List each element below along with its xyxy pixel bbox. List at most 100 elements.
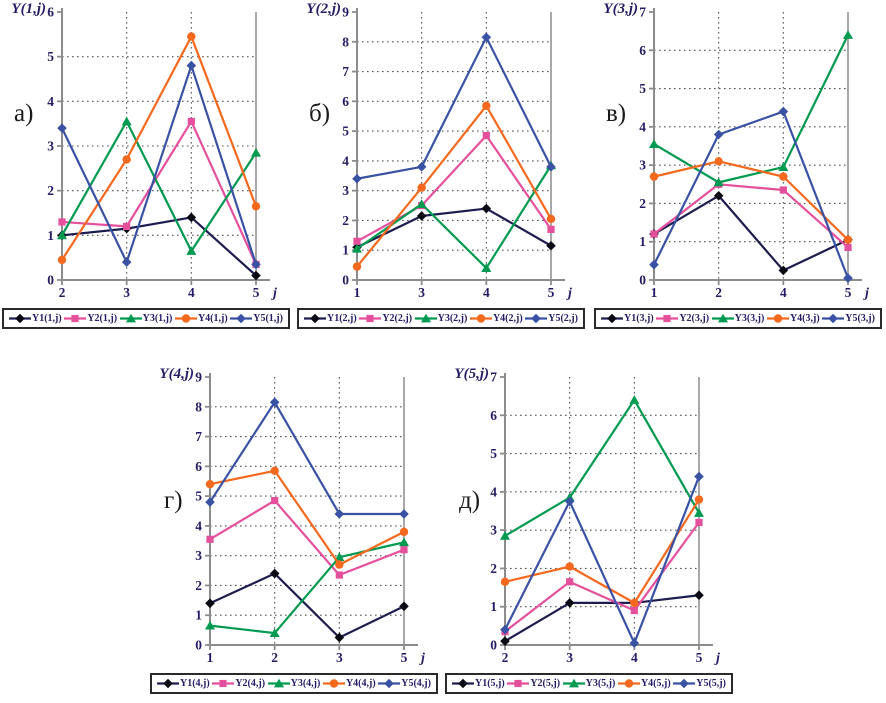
diamond-marker	[481, 203, 492, 214]
triangle-marker	[843, 30, 853, 39]
legend-box: Y1(2,j) Y2(2,j) Y3(2,j) Y4(2,j) Y5(2,j)	[297, 308, 585, 329]
square-marker	[400, 546, 408, 554]
triangle-marker	[778, 162, 789, 171]
legend-label: Y2(2,j)	[382, 313, 413, 324]
x-axis-label: j	[271, 286, 277, 301]
circle-marker	[335, 560, 344, 569]
triangle-legend-icon	[267, 678, 290, 688]
legend-label: Y1(3,j)	[624, 313, 654, 324]
svg-text:3: 3	[490, 523, 497, 538]
circle-marker	[187, 32, 196, 41]
diamond-marker	[236, 313, 247, 324]
diamond-marker	[694, 471, 704, 482]
legend-box: Y1(1,j) Y2(1,j) Y3(1,j) Y4(1,j) Y5(1,j)	[2, 308, 290, 329]
series-Y2(3,j)	[650, 180, 852, 252]
svg-text:3: 3	[123, 285, 130, 300]
svg-text:0: 0	[195, 638, 202, 653]
svg-text:4: 4	[780, 285, 787, 300]
diamond-marker	[629, 638, 640, 648]
triangle-legend-icon	[711, 313, 734, 323]
x-axis-label: j	[419, 651, 425, 666]
diamond-marker	[334, 509, 345, 519]
square-marker	[366, 314, 374, 323]
svg-text:3: 3	[195, 548, 202, 563]
svg-text:1: 1	[354, 285, 361, 300]
circle-marker	[779, 172, 788, 181]
legend-entry: Y4(5,j)	[617, 678, 671, 689]
triangle-marker	[717, 313, 728, 323]
triangle-marker	[481, 263, 492, 272]
legend-label: Y5(1,j)	[253, 313, 283, 324]
diamond-legend-icon	[157, 678, 179, 689]
legend-label: Y1(4,j)	[180, 678, 210, 689]
series-Y4(3,j)	[649, 157, 853, 244]
circle-legend-icon	[174, 314, 197, 323]
circle-marker	[649, 172, 659, 181]
circle-marker	[352, 262, 362, 271]
legend-label: Y5(5,j)	[696, 678, 726, 689]
svg-text:4: 4	[631, 650, 638, 665]
diamond-marker	[778, 106, 789, 117]
svg-text:7: 7	[195, 429, 202, 444]
legend-entry: Y5(3,j)	[822, 313, 875, 324]
series-Y5(3,j)	[649, 106, 853, 283]
diamond-marker	[546, 240, 556, 251]
series-Y3(4,j)	[205, 537, 409, 637]
circle-legend-icon	[322, 679, 345, 688]
triangle-marker	[352, 243, 362, 253]
svg-text:1: 1	[342, 243, 349, 258]
svg-text:0: 0	[639, 273, 646, 288]
diamond-marker	[310, 313, 320, 324]
triangle-marker	[334, 552, 345, 562]
legend-label: Y4(3,j)	[789, 313, 820, 324]
square-marker	[271, 496, 279, 505]
legend-entry: Y4(2,j)	[469, 313, 523, 324]
diamond-marker	[607, 313, 617, 324]
svg-text:4: 4	[342, 153, 349, 168]
square-marker	[219, 679, 227, 688]
legend-entry: Y1(4,j)	[157, 678, 210, 689]
diamond-marker	[163, 678, 173, 689]
triangle-marker	[186, 246, 197, 255]
svg-text:6: 6	[490, 408, 497, 423]
svg-text:5: 5	[696, 650, 703, 665]
legend-entry: Y1(1,j)	[9, 313, 62, 324]
circle-marker	[417, 183, 426, 192]
diamond-marker	[649, 259, 659, 270]
svg-text:3: 3	[47, 139, 54, 154]
legend-label: Y2(3,j)	[679, 313, 710, 324]
series-Y1(5,j)	[500, 590, 704, 646]
chart-letter: б)	[309, 100, 331, 127]
svg-text:2: 2	[490, 561, 497, 576]
legend-entry: Y3(4,j)	[267, 678, 320, 689]
diamond-legend-icon	[452, 678, 474, 689]
circle-marker	[630, 598, 639, 608]
legend-label: Y1(1,j)	[32, 313, 62, 324]
diamond-marker	[57, 123, 67, 133]
legend-label: Y4(1,j)	[197, 313, 228, 324]
gridlines	[505, 377, 699, 645]
legend-label: Y3(3,j)	[734, 313, 765, 324]
axes	[352, 8, 565, 285]
legend-entry: Y3(3,j)	[711, 313, 765, 324]
diamond-marker	[694, 590, 704, 601]
square-marker	[566, 578, 574, 586]
circle-marker	[57, 255, 67, 265]
legend-entry: Y3(2,j)	[414, 313, 467, 324]
svg-text:6: 6	[639, 43, 646, 58]
series-Y3(2,j)	[352, 160, 556, 272]
series-Y4(2,j)	[352, 101, 556, 271]
chart-letter: г)	[164, 487, 183, 514]
chart-title: Y(1,j)	[11, 1, 46, 17]
diamond-legend-icon	[673, 678, 696, 689]
legend-label: Y4(2,j)	[492, 313, 523, 324]
legend-entry: Y2(2,j)	[359, 313, 412, 324]
legend-entry: Y2(5,j)	[507, 678, 560, 689]
diamond-marker	[186, 60, 197, 71]
